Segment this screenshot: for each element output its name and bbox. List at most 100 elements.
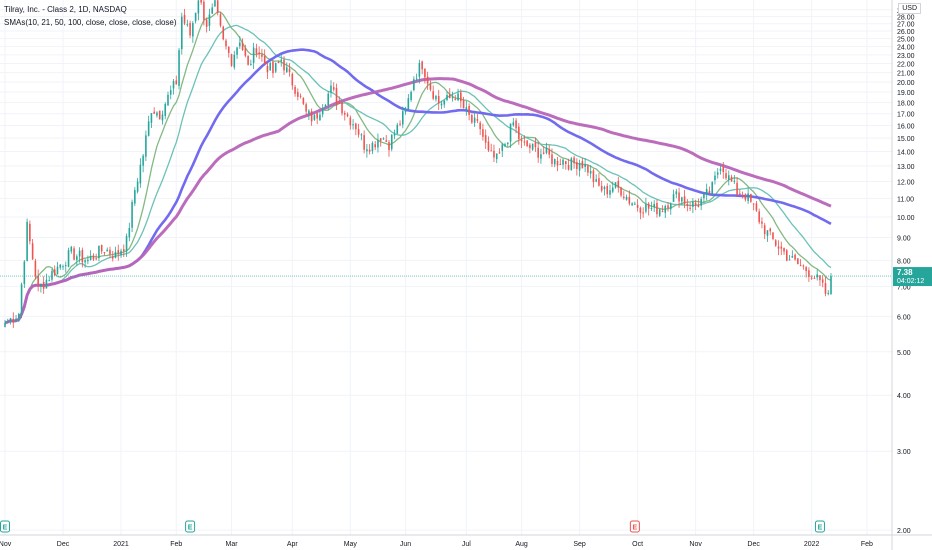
candle[interactable] [700,196,702,211]
candle[interactable] [150,113,153,128]
candle[interactable] [56,261,59,275]
candle[interactable] [194,12,197,24]
candle[interactable] [324,103,327,109]
candle[interactable] [368,144,371,155]
candle[interactable] [788,255,791,261]
candle[interactable] [484,129,487,149]
candle[interactable] [305,102,307,116]
candle[interactable] [664,204,667,219]
candle[interactable] [6,318,9,324]
candle[interactable] [92,253,95,261]
candle[interactable] [661,205,664,213]
candle[interactable] [440,100,443,110]
candle[interactable] [158,110,161,120]
candle[interactable] [81,247,84,268]
candle[interactable] [669,202,672,215]
candle[interactable] [705,183,708,201]
candle[interactable] [769,227,772,236]
candle[interactable] [634,201,636,205]
candle[interactable] [509,123,512,148]
candle[interactable] [457,88,459,102]
candle[interactable] [388,140,390,157]
candle[interactable] [167,91,169,106]
candle[interactable] [131,199,133,233]
candle[interactable] [617,176,620,193]
candle[interactable] [576,158,578,176]
candle[interactable] [761,217,763,229]
candle[interactable] [727,170,730,186]
candle[interactable] [429,80,432,92]
candle[interactable] [31,239,34,260]
candle[interactable] [142,154,144,173]
candle[interactable] [567,158,570,171]
candle[interactable] [473,111,476,127]
candle[interactable] [222,25,225,41]
candle[interactable] [592,168,595,188]
candle[interactable] [18,312,20,323]
candle[interactable] [285,62,288,74]
candle[interactable] [578,159,581,177]
candle[interactable] [139,158,142,188]
candle[interactable] [548,145,551,159]
candle[interactable] [407,94,410,111]
candle[interactable] [595,174,597,183]
candle[interactable] [100,244,103,255]
candle[interactable] [755,200,758,212]
candle[interactable] [515,118,517,134]
candle[interactable] [570,156,573,171]
candle[interactable] [797,258,799,265]
candle[interactable] [462,96,465,109]
symbol-title[interactable]: Tilray, Inc. - Class 2, 1D, NASDAQ [4,5,127,14]
candle[interactable] [390,134,393,152]
candle[interactable] [725,168,727,180]
candle[interactable] [299,93,302,99]
candle[interactable] [694,199,697,211]
candle[interactable] [791,250,794,258]
candle[interactable] [744,193,747,202]
candle[interactable] [716,168,719,179]
candle[interactable] [639,206,642,220]
candle[interactable] [692,198,694,214]
candle[interactable] [255,43,258,58]
candle[interactable] [145,130,147,162]
candle[interactable] [294,84,296,97]
candle[interactable] [827,290,830,296]
candle[interactable] [413,76,415,92]
candle[interactable] [26,218,28,262]
candle[interactable] [551,148,553,168]
candle[interactable] [584,158,586,173]
candle[interactable] [42,276,45,294]
candle[interactable] [476,114,479,124]
candle[interactable] [227,46,230,58]
candle[interactable] [672,189,675,202]
candle[interactable] [750,193,752,203]
candle[interactable] [156,111,158,118]
candle[interactable] [658,208,661,218]
candle[interactable] [520,135,523,149]
candle[interactable] [169,85,172,100]
candle[interactable] [136,178,139,194]
candle[interactable] [117,244,120,261]
candle[interactable] [766,230,769,242]
candle[interactable] [564,160,567,170]
candle[interactable] [393,129,396,140]
candle[interactable] [683,189,686,209]
candle[interactable] [103,252,106,256]
candle[interactable] [609,184,611,199]
candle[interactable] [272,60,274,78]
candle[interactable] [341,101,343,116]
candle[interactable] [266,61,269,80]
candle[interactable] [426,71,429,90]
candle[interactable] [711,181,714,197]
candle[interactable] [23,260,26,289]
candle[interactable] [774,239,777,247]
candle[interactable] [189,20,191,39]
candle[interactable] [67,247,70,268]
candle[interactable] [752,203,755,211]
candle[interactable] [545,142,548,155]
candle[interactable] [208,8,211,32]
candle[interactable] [802,264,805,270]
candle[interactable] [451,91,454,102]
candle[interactable] [37,269,39,292]
